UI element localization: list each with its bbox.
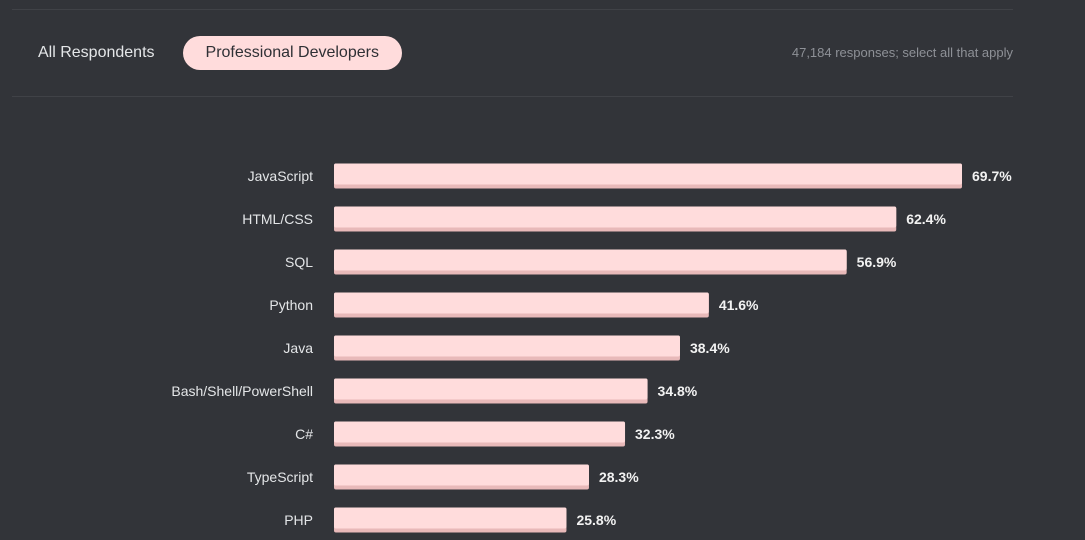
bar-typescript[interactable] <box>334 464 589 486</box>
value-label-java: 38.4% <box>690 340 730 356</box>
tab-all-respondents[interactable]: All Respondents <box>38 44 155 61</box>
bar-html-css[interactable] <box>334 206 897 228</box>
value-label-python: 41.6% <box>719 297 759 313</box>
value-label-sql: 56.9% <box>857 254 897 270</box>
category-label-java: Java <box>283 340 313 356</box>
category-label-sql: SQL <box>285 254 313 270</box>
responses-count-note: 47,184 responses; select all that apply <box>791 45 1013 60</box>
top-divider <box>12 9 1013 10</box>
category-label-bash-shell-powershell: Bash/Shell/PowerShell <box>171 383 313 399</box>
category-label-c: C# <box>295 426 313 442</box>
bar-python[interactable] <box>334 292 709 314</box>
bar-sql[interactable] <box>334 249 847 271</box>
value-label-bash-shell-powershell: 34.8% <box>658 383 698 399</box>
bar-javascript[interactable] <box>334 163 962 185</box>
value-label-javascript: 69.7% <box>972 168 1012 184</box>
respondent-filter-tabs: All Respondents Professional Developers <box>22 36 414 70</box>
category-label-javascript: JavaScript <box>248 168 313 184</box>
value-label-typescript: 28.3% <box>599 469 639 485</box>
value-label-c: 32.3% <box>635 426 675 442</box>
header-divider <box>12 96 1013 97</box>
bar-java[interactable] <box>334 335 680 357</box>
category-label-html-css: HTML/CSS <box>242 211 313 227</box>
category-label-php: PHP <box>284 512 313 528</box>
bar-php[interactable] <box>334 507 567 529</box>
bar-c[interactable] <box>334 421 626 443</box>
value-label-html-css: 62.4% <box>906 211 946 227</box>
category-label-python: Python <box>269 297 313 313</box>
value-label-php: 25.8% <box>576 512 616 528</box>
category-label-typescript: TypeScript <box>247 469 313 485</box>
bar-bash-shell-powershell[interactable] <box>334 378 648 400</box>
tab-professional-developers[interactable]: Professional Developers <box>182 36 402 70</box>
